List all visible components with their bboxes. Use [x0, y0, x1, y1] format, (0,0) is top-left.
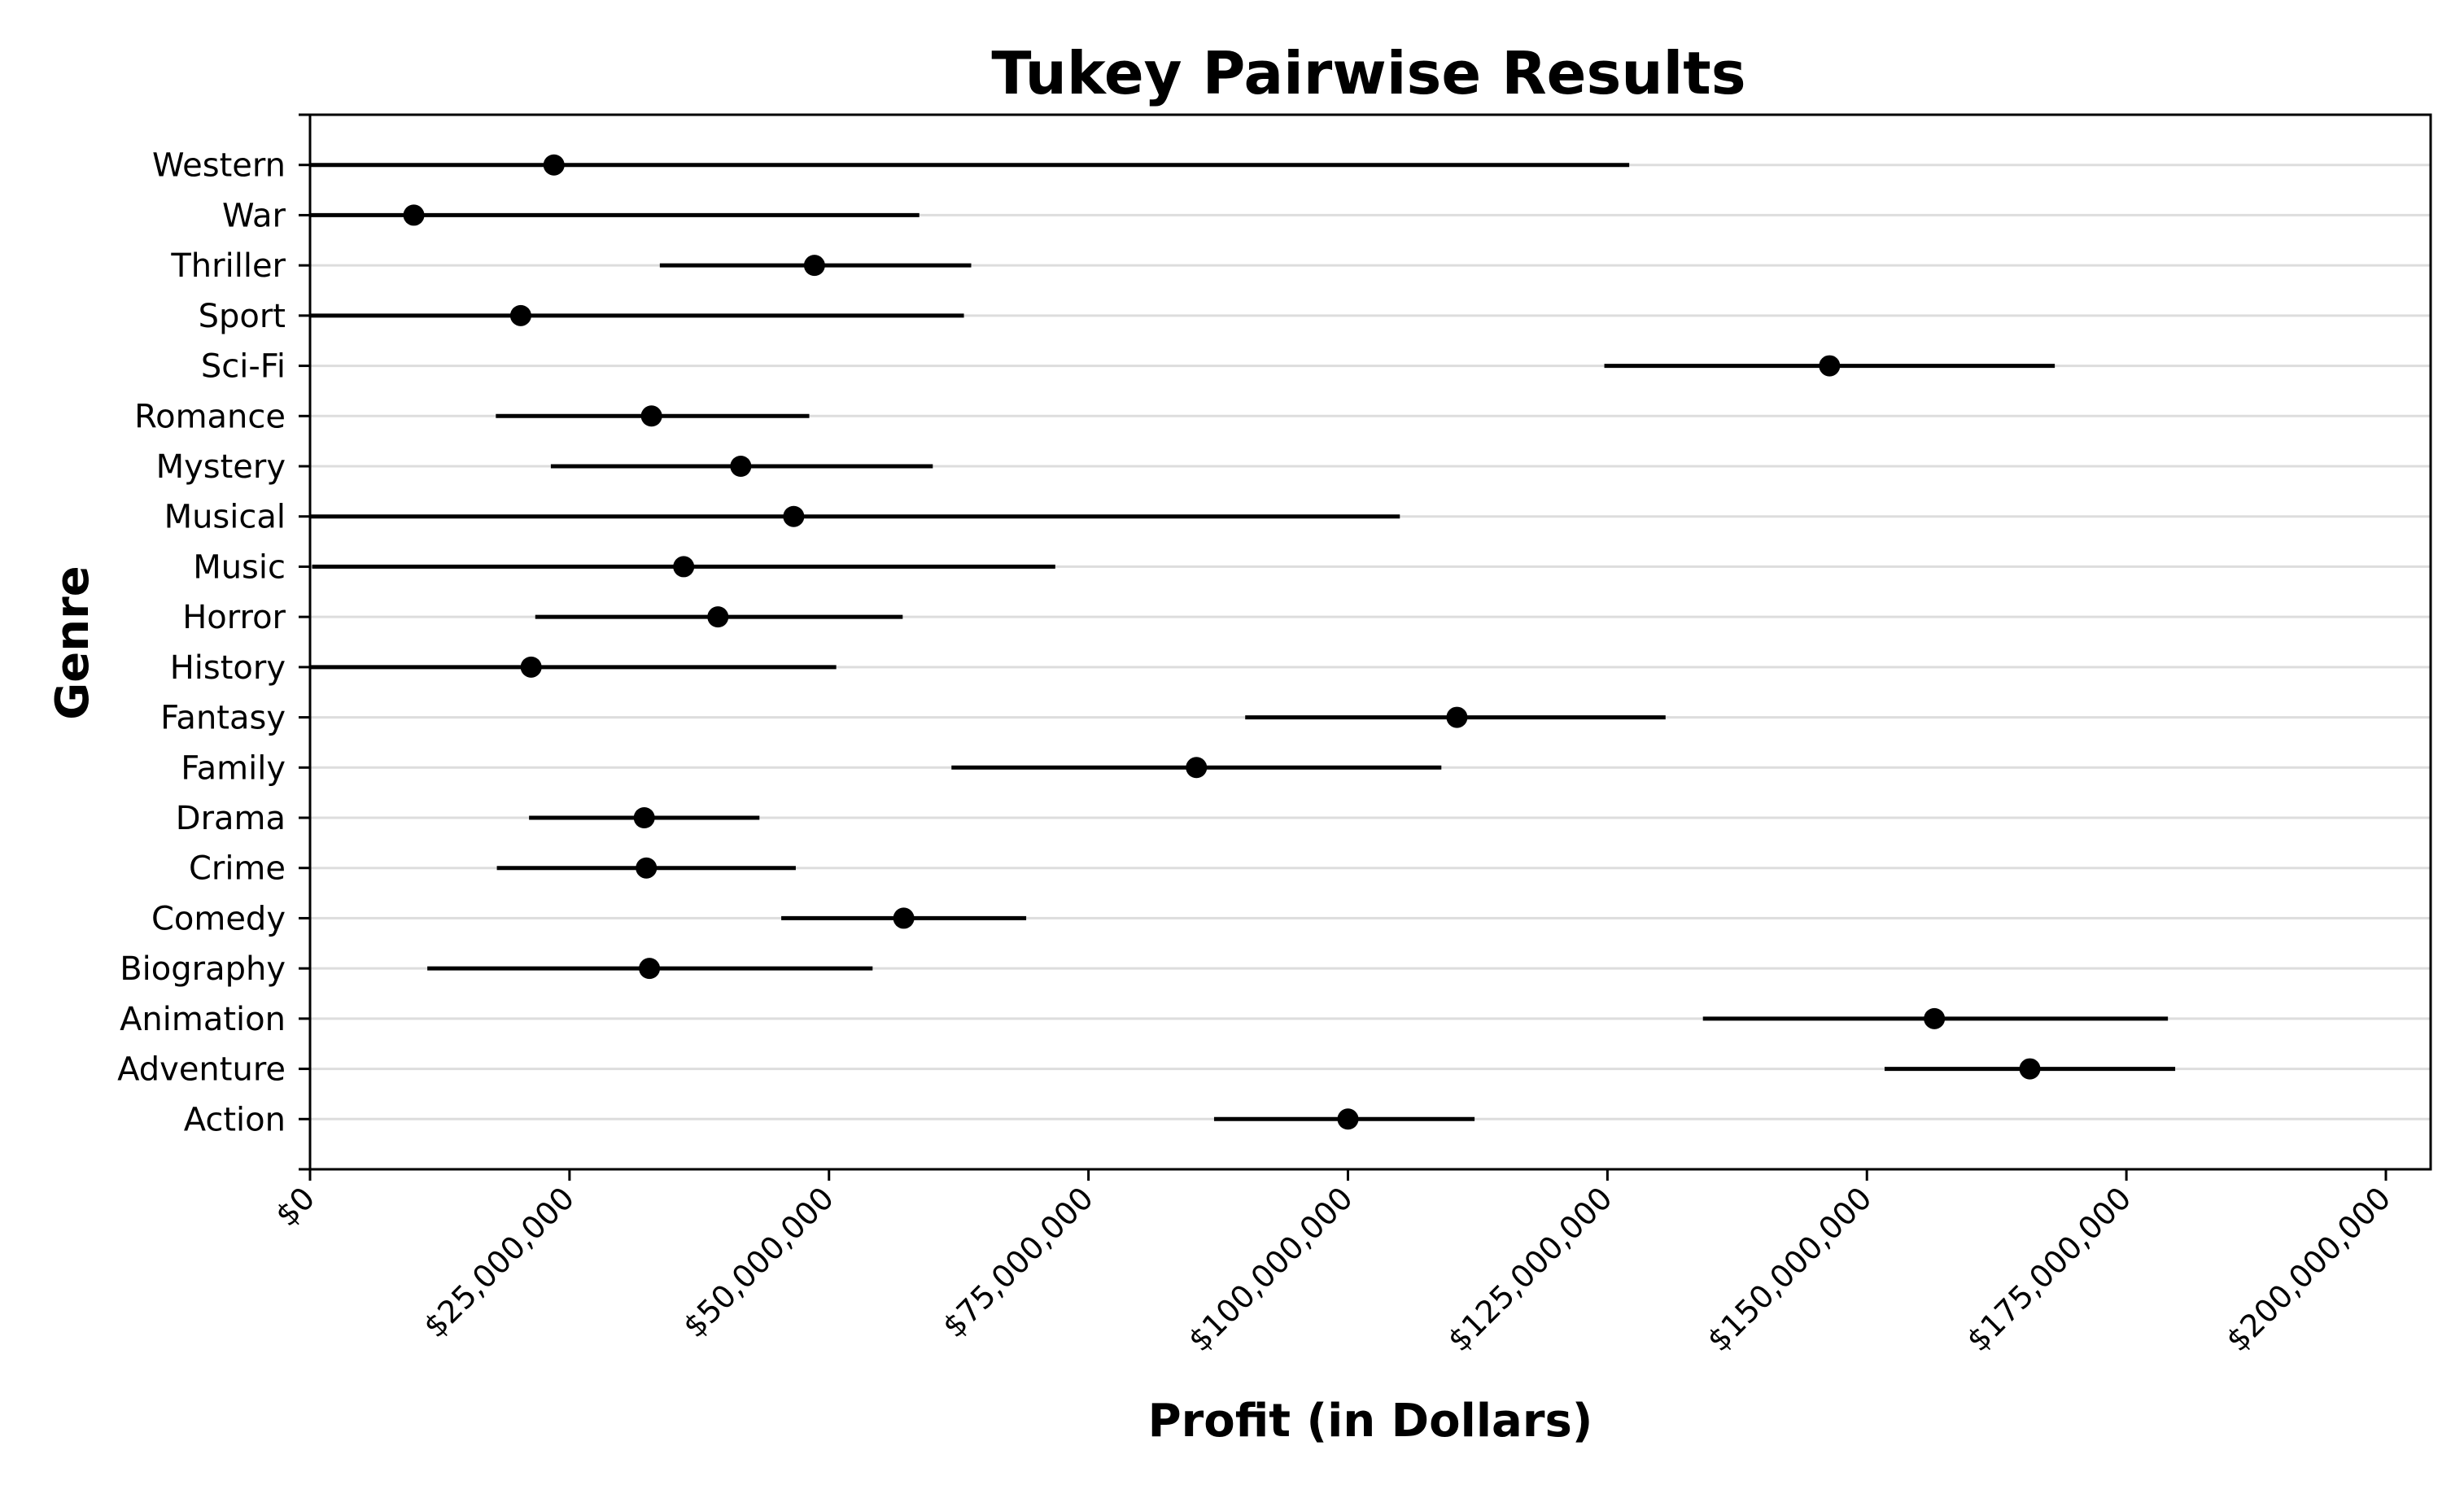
mean-point-family	[1186, 757, 1208, 779]
y-tick-label: Horror	[182, 599, 286, 636]
mean-point-sport	[509, 304, 531, 326]
plot-frame	[308, 113, 2432, 1171]
y-tick-label: Fantasy	[160, 700, 286, 737]
y-tick-label: Mystery	[156, 448, 286, 486]
y-tick-label: Action	[184, 1101, 286, 1138]
y-tick-label: History	[170, 649, 286, 687]
mean-point-drama	[633, 807, 655, 828]
y-tick-label: Music	[193, 548, 286, 586]
y-tick-label: Biography	[120, 950, 286, 988]
mean-point-music	[673, 556, 695, 578]
mean-point-comedy	[893, 907, 915, 929]
mean-point-horror	[707, 606, 729, 628]
y-tick-label: Western	[152, 147, 286, 185]
mean-point-mystery	[730, 456, 752, 477]
y-tick-label: Animation	[120, 1001, 286, 1038]
y-tick-label: Adventure	[117, 1051, 286, 1089]
chart-title: Tukey Pairwise Results	[991, 39, 1745, 107]
x-axis-title: Profit (in Dollars)	[1148, 1395, 1593, 1448]
y-tick-label: Romance	[134, 398, 286, 435]
mean-point-war	[403, 204, 425, 226]
y-tick-label: Drama	[176, 800, 286, 837]
y-tick-label: Sci-Fi	[201, 348, 286, 386]
mean-point-sci-fi	[1819, 355, 1841, 377]
mean-point-thriller	[803, 255, 825, 277]
mean-points	[403, 154, 2041, 1130]
y-axis-title: Genre	[46, 566, 99, 719]
y-tick-label: Thriller	[170, 247, 286, 285]
mean-point-animation	[1924, 1007, 1946, 1029]
y-tick-label: Family	[181, 749, 286, 787]
mean-point-fantasy	[1446, 706, 1468, 728]
y-tick-label: War	[222, 197, 286, 234]
y-tick-label: Crime	[189, 850, 286, 888]
y-tick-label: Comedy	[151, 900, 286, 937]
mean-point-romance	[640, 405, 662, 427]
mean-point-history	[520, 656, 542, 678]
mean-point-western	[543, 154, 565, 176]
mean-point-action	[1337, 1108, 1359, 1130]
mean-point-musical	[783, 505, 805, 527]
mean-point-biography	[639, 958, 661, 980]
mean-point-crime	[636, 857, 658, 879]
y-tick-label: Musical	[164, 499, 286, 536]
y-axis: Action Adventure Animation Biography Comedy C…	[117, 113, 310, 1171]
y-tick-label: Sport	[199, 298, 286, 335]
mean-point-adventure	[2019, 1058, 2041, 1080]
